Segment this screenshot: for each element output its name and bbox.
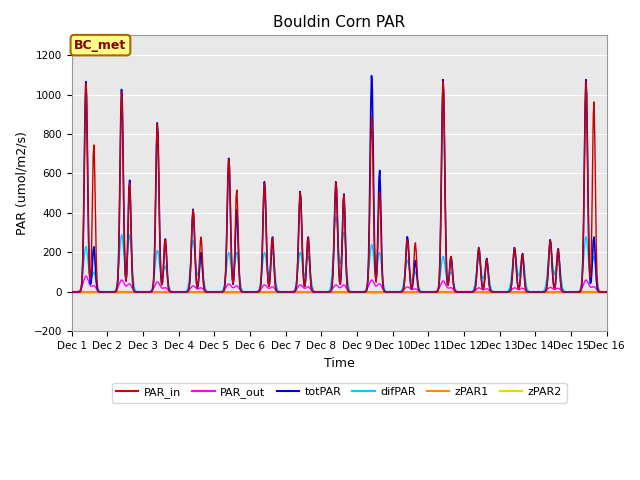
zPAR2 (603, 289, 611, 295)
totPAR (68, 289, 76, 295)
PAR_out (82, 273, 90, 279)
PAR_in (68, 289, 76, 295)
zPAR1 (420, 289, 428, 295)
zPAR1 (404, 289, 412, 295)
X-axis label: Time: Time (324, 357, 355, 370)
zPAR2 (187, 289, 195, 295)
totPAR (368, 73, 376, 79)
Line: totPAR: totPAR (72, 76, 607, 292)
zPAR2 (68, 289, 76, 295)
PAR_out (133, 289, 141, 295)
zPAR2 (215, 289, 223, 295)
PAR_in (215, 289, 223, 295)
Title: Bouldin Corn PAR: Bouldin Corn PAR (273, 15, 405, 30)
difPAR (215, 289, 223, 295)
Legend: PAR_in, PAR_out, totPAR, difPAR, zPAR1, zPAR2: PAR_in, PAR_out, totPAR, difPAR, zPAR1, … (112, 383, 566, 403)
PAR_out (405, 285, 413, 290)
difPAR (68, 289, 76, 295)
difPAR (187, 259, 195, 264)
zPAR1 (187, 289, 195, 295)
PAR_in (439, 79, 447, 84)
PAR_out (420, 289, 428, 295)
totPAR (215, 289, 223, 295)
difPAR (132, 288, 140, 294)
zPAR2 (420, 289, 428, 295)
difPAR (420, 289, 428, 295)
PAR_in (132, 289, 140, 295)
PAR_in (187, 262, 195, 267)
PAR_out (188, 284, 195, 290)
difPAR (77, 283, 85, 288)
zPAR2 (404, 289, 412, 295)
Line: PAR_out: PAR_out (72, 276, 607, 292)
zPAR1 (132, 289, 140, 295)
totPAR (603, 289, 611, 295)
PAR_in (77, 286, 85, 291)
PAR_out (603, 289, 611, 295)
zPAR2 (77, 289, 85, 295)
totPAR (77, 286, 85, 291)
zPAR1 (68, 289, 76, 295)
zPAR2 (132, 289, 140, 295)
difPAR (332, 214, 340, 220)
zPAR1 (603, 289, 611, 295)
difPAR (603, 289, 611, 295)
totPAR (405, 250, 413, 256)
zPAR1 (77, 289, 85, 295)
Line: PAR_in: PAR_in (72, 82, 607, 292)
zPAR1 (215, 289, 223, 295)
PAR_out (77, 285, 85, 291)
Line: difPAR: difPAR (72, 217, 607, 292)
PAR_in (603, 289, 611, 295)
PAR_out (68, 289, 76, 295)
Text: BC_met: BC_met (74, 39, 127, 52)
PAR_in (420, 289, 428, 295)
PAR_out (216, 289, 223, 295)
totPAR (187, 261, 195, 267)
totPAR (420, 289, 428, 295)
PAR_in (404, 240, 412, 246)
Y-axis label: PAR (umol/m2/s): PAR (umol/m2/s) (15, 132, 28, 235)
difPAR (405, 262, 413, 268)
totPAR (132, 289, 140, 295)
